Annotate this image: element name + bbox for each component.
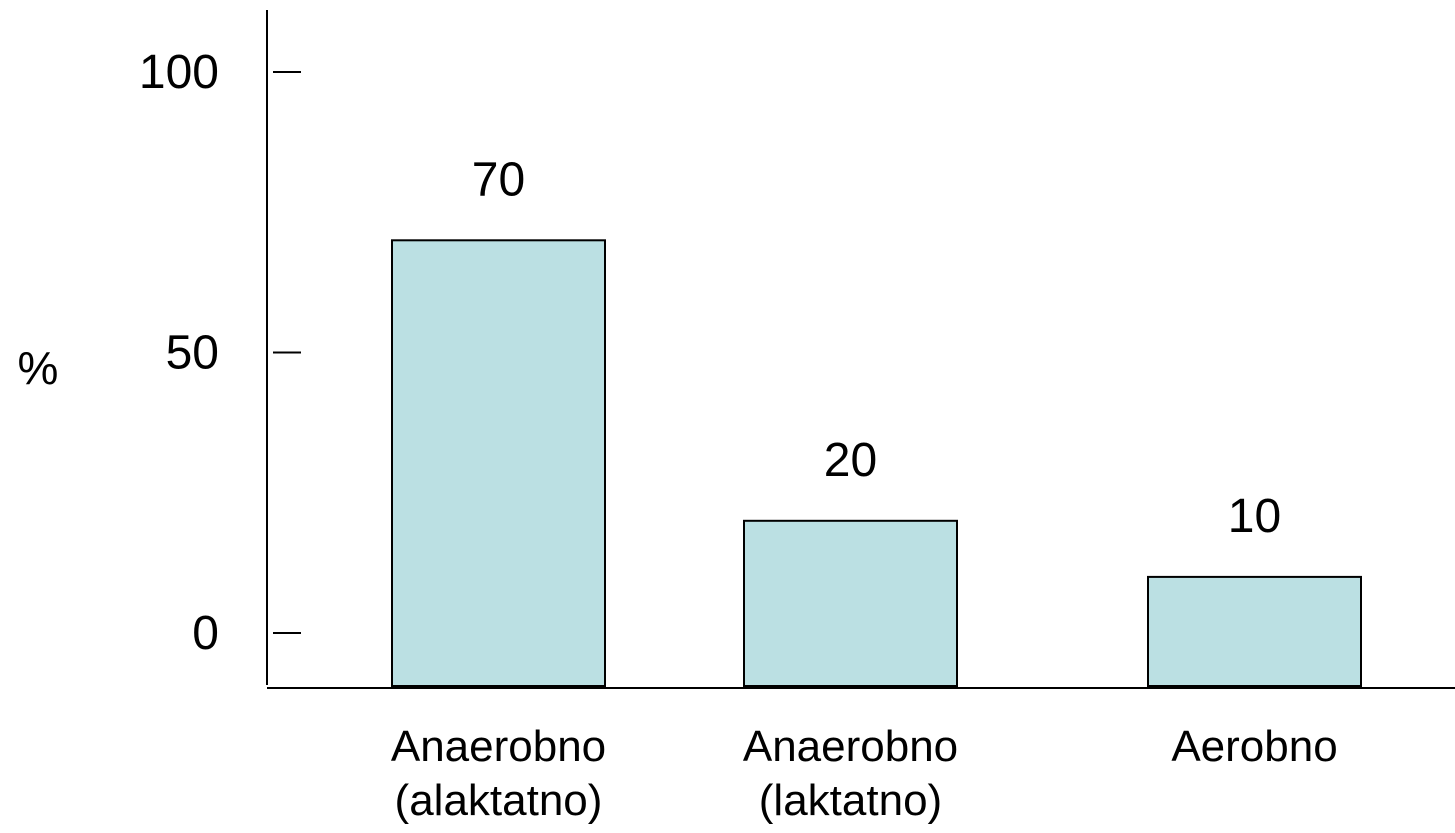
y-axis-label: % <box>18 342 59 394</box>
category-label: Anaerobno <box>391 722 606 771</box>
category-labels: Anaerobno (alaktatno) Anaerobno (laktatno) A… <box>391 722 1338 825</box>
y-tick-label: 100 <box>139 46 219 99</box>
y-ticks: 0 50 100 <box>139 46 301 660</box>
bar-value-label: 10 <box>1228 490 1281 543</box>
category-label: Anaerobno <box>743 722 958 771</box>
y-tick-label: 0 <box>192 607 219 660</box>
category-label: Aerobno <box>1171 722 1337 771</box>
bar-value-label: 20 <box>824 434 877 487</box>
category-label: (laktatno) <box>759 776 942 825</box>
bar <box>392 240 605 686</box>
y-tick-label: 50 <box>166 327 219 380</box>
bar-value-label: 70 <box>472 153 525 206</box>
bar <box>1148 577 1361 686</box>
category-label: (alaktatno) <box>395 776 603 825</box>
bar <box>744 521 957 686</box>
